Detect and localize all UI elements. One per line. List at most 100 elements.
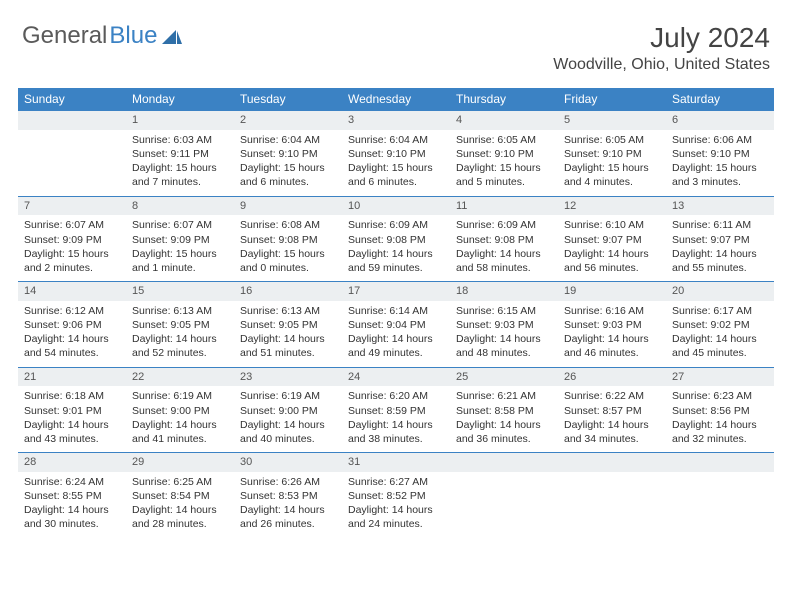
day-header: Thursday (450, 88, 558, 111)
day-cell: 20Sunrise: 6:17 AMSunset: 9:02 PMDayligh… (666, 282, 774, 368)
day-cell: 1Sunrise: 6:03 AMSunset: 9:11 PMDaylight… (126, 111, 234, 197)
sunset-text: Sunset: 9:10 PM (348, 147, 444, 161)
day-cell: 30Sunrise: 6:26 AMSunset: 8:53 PMDayligh… (234, 453, 342, 538)
daylight-text: Daylight: 14 hours (348, 503, 444, 517)
day-cell: 12Sunrise: 6:10 AMSunset: 9:07 PMDayligh… (558, 196, 666, 282)
day-header: Monday (126, 88, 234, 111)
day-cell: 21Sunrise: 6:18 AMSunset: 9:01 PMDayligh… (18, 367, 126, 453)
sunrise-text: Sunrise: 6:10 AM (564, 218, 660, 232)
daylight-text: Daylight: 14 hours (132, 418, 228, 432)
day-cell: 16Sunrise: 6:13 AMSunset: 9:05 PMDayligh… (234, 282, 342, 368)
sunset-text: Sunset: 9:05 PM (240, 318, 336, 332)
sunrise-text: Sunrise: 6:13 AM (132, 304, 228, 318)
sunset-text: Sunset: 8:57 PM (564, 404, 660, 418)
day-cell: 27Sunrise: 6:23 AMSunset: 8:56 PMDayligh… (666, 367, 774, 453)
daylight-text: and 4 minutes. (564, 175, 660, 189)
daylight-text: Daylight: 14 hours (564, 418, 660, 432)
sunset-text: Sunset: 9:08 PM (240, 233, 336, 247)
day-cell: 2Sunrise: 6:04 AMSunset: 9:10 PMDaylight… (234, 111, 342, 197)
sunrise-text: Sunrise: 6:04 AM (240, 133, 336, 147)
daylight-text: Daylight: 14 hours (564, 332, 660, 346)
sunrise-text: Sunrise: 6:03 AM (132, 133, 228, 147)
daylight-text: and 43 minutes. (24, 432, 120, 446)
day-cell: 13Sunrise: 6:11 AMSunset: 9:07 PMDayligh… (666, 196, 774, 282)
day-number: 29 (126, 453, 234, 472)
sunrise-text: Sunrise: 6:05 AM (456, 133, 552, 147)
day-number-empty (558, 453, 666, 472)
daylight-text: and 40 minutes. (240, 432, 336, 446)
sunset-text: Sunset: 9:04 PM (348, 318, 444, 332)
daylight-text: Daylight: 14 hours (24, 503, 120, 517)
day-cell (450, 453, 558, 538)
day-header-row: Sunday Monday Tuesday Wednesday Thursday… (18, 88, 774, 111)
daylight-text: and 5 minutes. (456, 175, 552, 189)
sunrise-text: Sunrise: 6:07 AM (132, 218, 228, 232)
day-number: 22 (126, 368, 234, 387)
daylight-text: and 6 minutes. (240, 175, 336, 189)
day-cell: 5Sunrise: 6:05 AMSunset: 9:10 PMDaylight… (558, 111, 666, 197)
brand-general: General (22, 22, 107, 50)
brand-blue: Blue (109, 22, 157, 50)
sunset-text: Sunset: 9:09 PM (132, 233, 228, 247)
day-cell: 29Sunrise: 6:25 AMSunset: 8:54 PMDayligh… (126, 453, 234, 538)
day-number: 16 (234, 282, 342, 301)
sunset-text: Sunset: 9:07 PM (672, 233, 768, 247)
day-cell: 4Sunrise: 6:05 AMSunset: 9:10 PMDaylight… (450, 111, 558, 197)
daylight-text: Daylight: 14 hours (348, 332, 444, 346)
sunrise-text: Sunrise: 6:26 AM (240, 475, 336, 489)
daylight-text: and 34 minutes. (564, 432, 660, 446)
daylight-text: Daylight: 14 hours (132, 503, 228, 517)
day-header: Tuesday (234, 88, 342, 111)
sunrise-text: Sunrise: 6:24 AM (24, 475, 120, 489)
day-cell (558, 453, 666, 538)
daylight-text: Daylight: 14 hours (672, 247, 768, 261)
daylight-text: Daylight: 14 hours (456, 332, 552, 346)
sunrise-text: Sunrise: 6:20 AM (348, 389, 444, 403)
day-cell: 14Sunrise: 6:12 AMSunset: 9:06 PMDayligh… (18, 282, 126, 368)
sunrise-text: Sunrise: 6:06 AM (672, 133, 768, 147)
sunset-text: Sunset: 8:52 PM (348, 489, 444, 503)
day-number: 25 (450, 368, 558, 387)
sunset-text: Sunset: 8:55 PM (24, 489, 120, 503)
daylight-text: Daylight: 15 hours (132, 247, 228, 261)
daylight-text: Daylight: 14 hours (672, 418, 768, 432)
sunset-text: Sunset: 9:07 PM (564, 233, 660, 247)
day-cell: 9Sunrise: 6:08 AMSunset: 9:08 PMDaylight… (234, 196, 342, 282)
daylight-text: Daylight: 14 hours (456, 418, 552, 432)
sunset-text: Sunset: 9:10 PM (240, 147, 336, 161)
daylight-text: Daylight: 15 hours (132, 161, 228, 175)
sunrise-text: Sunrise: 6:12 AM (24, 304, 120, 318)
day-cell: 26Sunrise: 6:22 AMSunset: 8:57 PMDayligh… (558, 367, 666, 453)
daylight-text: Daylight: 14 hours (456, 247, 552, 261)
day-number: 7 (18, 197, 126, 216)
page-header: GeneralBlue July 2024 Woodville, Ohio, U… (18, 22, 774, 82)
week-row: 7Sunrise: 6:07 AMSunset: 9:09 PMDaylight… (18, 196, 774, 282)
sunset-text: Sunset: 9:06 PM (24, 318, 120, 332)
sunrise-text: Sunrise: 6:09 AM (456, 218, 552, 232)
daylight-text: and 24 minutes. (348, 517, 444, 531)
sunset-text: Sunset: 9:09 PM (24, 233, 120, 247)
daylight-text: and 48 minutes. (456, 346, 552, 360)
daylight-text: and 49 minutes. (348, 346, 444, 360)
sunrise-text: Sunrise: 6:16 AM (564, 304, 660, 318)
sunrise-text: Sunrise: 6:19 AM (132, 389, 228, 403)
sunrise-text: Sunrise: 6:23 AM (672, 389, 768, 403)
daylight-text: Daylight: 15 hours (564, 161, 660, 175)
day-number: 3 (342, 111, 450, 130)
day-cell: 10Sunrise: 6:09 AMSunset: 9:08 PMDayligh… (342, 196, 450, 282)
day-number: 15 (126, 282, 234, 301)
sunset-text: Sunset: 8:59 PM (348, 404, 444, 418)
day-cell (666, 453, 774, 538)
daylight-text: Daylight: 14 hours (348, 418, 444, 432)
day-cell: 15Sunrise: 6:13 AMSunset: 9:05 PMDayligh… (126, 282, 234, 368)
daylight-text: and 51 minutes. (240, 346, 336, 360)
daylight-text: Daylight: 15 hours (348, 161, 444, 175)
day-cell: 22Sunrise: 6:19 AMSunset: 9:00 PMDayligh… (126, 367, 234, 453)
page-title: July 2024 (553, 22, 770, 54)
day-number: 10 (342, 197, 450, 216)
sunset-text: Sunset: 9:10 PM (672, 147, 768, 161)
day-number: 5 (558, 111, 666, 130)
sunrise-text: Sunrise: 6:21 AM (456, 389, 552, 403)
sunrise-text: Sunrise: 6:08 AM (240, 218, 336, 232)
day-cell: 6Sunrise: 6:06 AMSunset: 9:10 PMDaylight… (666, 111, 774, 197)
